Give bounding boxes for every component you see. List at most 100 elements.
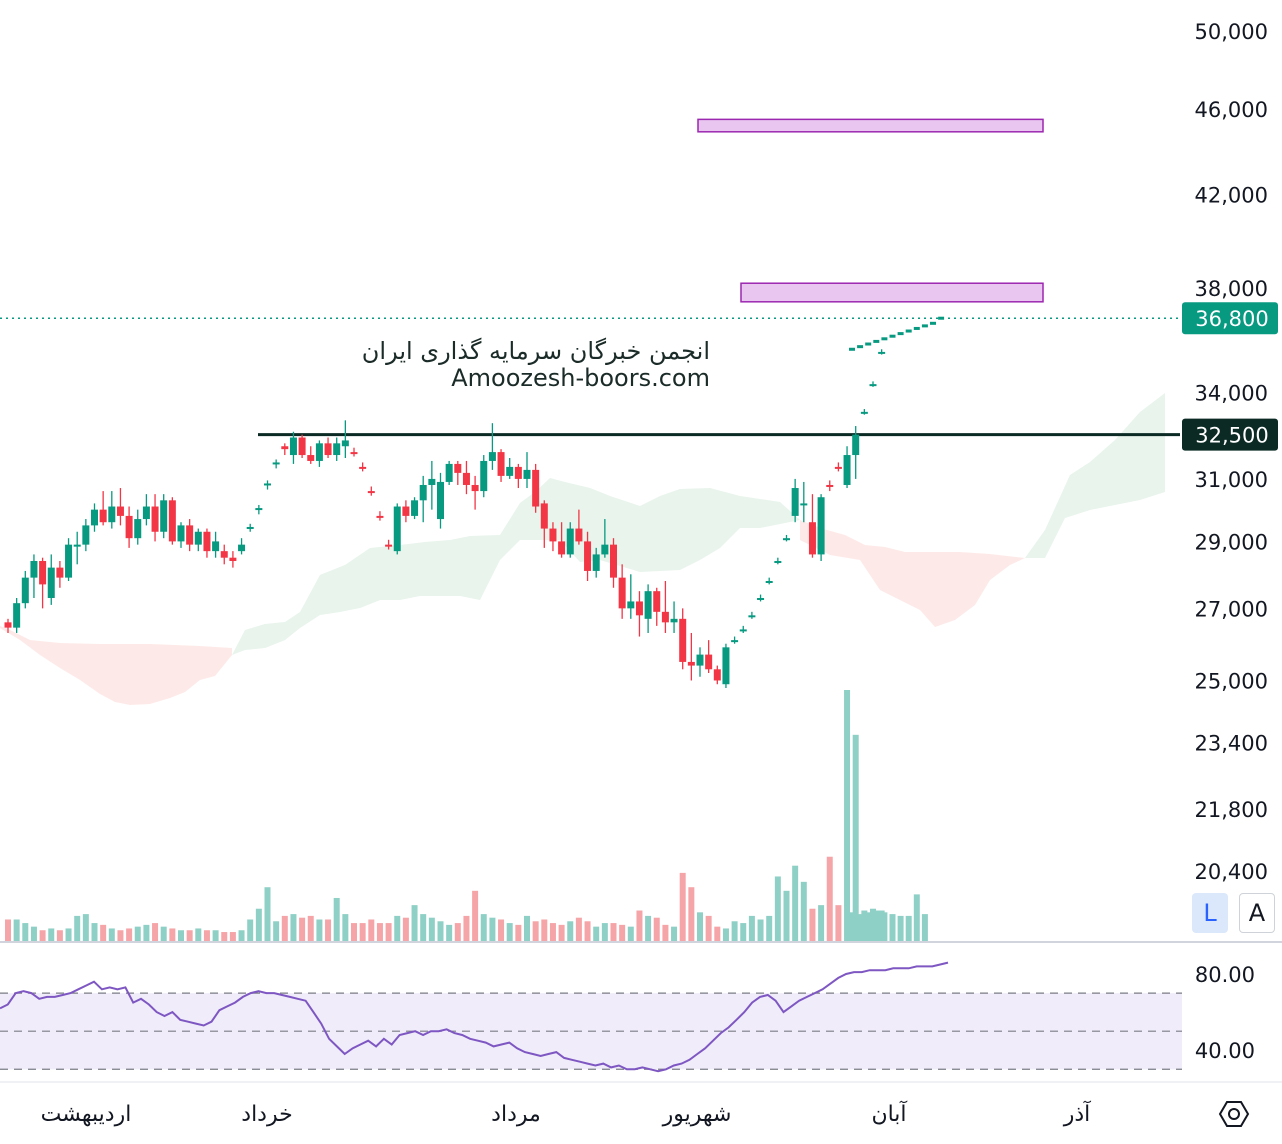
- volume-bar: [229, 932, 236, 941]
- candle-body: [376, 515, 384, 518]
- volume-bar: [835, 905, 842, 941]
- time-tick-label: مرداد: [491, 1102, 541, 1127]
- time-tick-label: اردیبهشت: [41, 1102, 132, 1127]
- volume-bar: [873, 910, 880, 941]
- volume-bar: [178, 930, 184, 941]
- rsi-axis[interactable]: 80.00 40.00: [1195, 963, 1255, 1063]
- volume-bar: [351, 923, 357, 941]
- volume-bar: [549, 923, 556, 941]
- candle-body: [350, 452, 358, 455]
- candle-body: [307, 455, 315, 461]
- volume-bar: [783, 890, 790, 941]
- volume-bar: [541, 919, 548, 941]
- candle-body: [661, 611, 669, 623]
- volume-bar: [852, 734, 859, 941]
- volume-bar: [203, 930, 210, 941]
- candle-body: [808, 522, 816, 555]
- settings-hexagon-icon[interactable]: [1218, 1098, 1250, 1130]
- volume-bar: [627, 926, 634, 941]
- cloud-bullish: [232, 478, 800, 655]
- candle-body: [229, 557, 237, 561]
- candle-body: [359, 466, 367, 469]
- volume-bar: [143, 924, 150, 941]
- candle-body: [281, 446, 289, 450]
- volume-bar: [662, 924, 669, 941]
- volume-bar: [290, 914, 297, 941]
- volume-bar: [420, 914, 427, 941]
- volume-bar: [160, 926, 167, 941]
- candle-body: [47, 567, 55, 599]
- volume-bar: [671, 926, 678, 941]
- price-tick-label: 31,000: [1195, 468, 1268, 492]
- candle-body: [843, 455, 851, 485]
- volume-bar: [844, 690, 851, 941]
- log-scale-button[interactable]: L: [1192, 893, 1228, 933]
- candle-body: [13, 603, 21, 628]
- price-tick-label: 34,000: [1195, 381, 1268, 405]
- volume-bar: [506, 923, 513, 941]
- candle-body: [514, 466, 522, 479]
- ichimoku-cloud: [0, 393, 1165, 705]
- candle-body: [532, 469, 540, 507]
- candle-body: [220, 551, 228, 558]
- candle-body: [108, 506, 116, 523]
- target-zone[interactable]: [697, 118, 1044, 133]
- candles: [4, 349, 886, 688]
- candle-body: [653, 591, 661, 612]
- candle-body: [212, 541, 220, 552]
- candle-body: [194, 531, 202, 545]
- volume-bar: [108, 928, 115, 941]
- volume-bar: [714, 926, 721, 941]
- price-axis[interactable]: 50,000 46,000 42,000 38,000 34,000 31,000 29,0…: [1195, 20, 1268, 884]
- volume-bar: [74, 915, 81, 941]
- projection-dot: [930, 321, 936, 325]
- volume-bar: [238, 930, 245, 941]
- volume-bar: [489, 917, 496, 941]
- target-zones[interactable]: [697, 118, 1044, 303]
- auto-scale-button[interactable]: A: [1239, 893, 1275, 933]
- candle-body: [56, 567, 64, 578]
- candle-body: [523, 469, 531, 479]
- candle-body: [601, 544, 609, 555]
- volume-bar: [921, 914, 928, 941]
- candle-body: [584, 541, 592, 571]
- volume-bar: [82, 914, 89, 941]
- time-tick-label: آذر: [1063, 1100, 1091, 1127]
- cloud-bearish-right: [800, 520, 1025, 627]
- candle-body: [610, 544, 617, 578]
- candle-body: [566, 528, 574, 555]
- candle-body: [116, 506, 124, 516]
- time-axis[interactable]: اردیبهشت خرداد مرداد شهریور آبان آذر: [41, 1100, 1091, 1127]
- volume-bar: [307, 915, 314, 941]
- volume-bar: [800, 881, 807, 941]
- candle-body: [757, 598, 765, 601]
- candle-body: [506, 466, 514, 476]
- volume-bar: [152, 923, 159, 941]
- volume-bar: [575, 917, 582, 941]
- candle-body: [618, 577, 626, 609]
- volume-bar: [126, 928, 133, 941]
- volume-bar: [333, 897, 340, 941]
- volume-bar: [792, 865, 799, 941]
- candle-body: [783, 538, 790, 541]
- candle-body: [411, 500, 419, 516]
- volume-bar: [316, 919, 323, 941]
- volume-bar: [359, 923, 366, 941]
- candle-body: [402, 506, 410, 516]
- time-tick-label: شهریور: [662, 1102, 732, 1127]
- candle-body: [186, 525, 194, 545]
- svg-text:32,500: 32,500: [1195, 424, 1268, 448]
- price-tick-label: 50,000: [1195, 20, 1268, 44]
- volume-bar: [117, 930, 124, 941]
- candle-body: [341, 440, 349, 447]
- volume-bar: [679, 872, 686, 941]
- projection-dot: [905, 329, 912, 333]
- candle-body: [696, 654, 704, 666]
- rsi-tick-label: 40.00: [1195, 1039, 1255, 1063]
- candle-body: [713, 669, 721, 681]
- target-zone[interactable]: [740, 282, 1044, 303]
- candle-body: [21, 577, 29, 604]
- volume-bar: [748, 915, 755, 941]
- price-tick-label: 25,000: [1195, 669, 1268, 693]
